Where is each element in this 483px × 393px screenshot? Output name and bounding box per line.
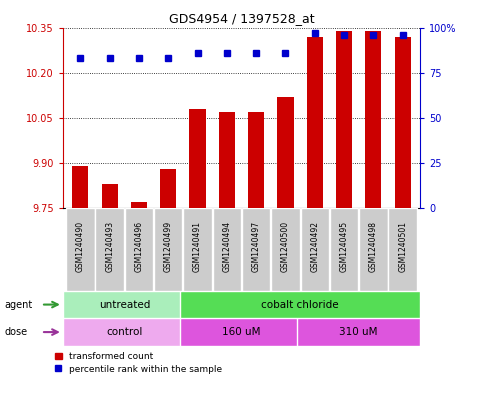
Bar (131, 202, 147, 208)
Bar (72, 166, 88, 208)
Bar (336, 31, 352, 208)
Text: 310 uM: 310 uM (340, 327, 378, 337)
Text: GSM1240493: GSM1240493 (105, 221, 114, 272)
Bar (189, 109, 206, 208)
Text: dose: dose (5, 327, 28, 337)
FancyBboxPatch shape (180, 318, 303, 346)
Text: 160 uM: 160 uM (222, 327, 261, 337)
Text: GSM1240499: GSM1240499 (164, 221, 173, 272)
FancyBboxPatch shape (300, 208, 329, 291)
Bar (248, 112, 264, 208)
FancyBboxPatch shape (330, 208, 358, 291)
FancyBboxPatch shape (63, 291, 186, 318)
Text: GSM1240492: GSM1240492 (310, 221, 319, 272)
FancyBboxPatch shape (359, 208, 387, 291)
Bar (101, 184, 118, 208)
FancyBboxPatch shape (180, 291, 420, 318)
FancyBboxPatch shape (96, 208, 124, 291)
Text: untreated: untreated (99, 299, 150, 310)
Text: GSM1240494: GSM1240494 (222, 221, 231, 272)
Text: GSM1240501: GSM1240501 (398, 221, 407, 272)
FancyBboxPatch shape (125, 208, 153, 291)
Bar (160, 169, 176, 208)
Text: GSM1240498: GSM1240498 (369, 221, 378, 272)
Text: GSM1240490: GSM1240490 (76, 221, 85, 272)
Text: GSM1240491: GSM1240491 (193, 221, 202, 272)
Text: agent: agent (5, 299, 33, 310)
Bar (365, 31, 382, 208)
Bar (219, 112, 235, 208)
FancyBboxPatch shape (66, 208, 95, 291)
Bar (277, 97, 294, 208)
FancyBboxPatch shape (184, 208, 212, 291)
FancyBboxPatch shape (242, 208, 270, 291)
Text: GSM1240496: GSM1240496 (134, 221, 143, 272)
Bar (307, 37, 323, 208)
FancyBboxPatch shape (271, 208, 299, 291)
FancyBboxPatch shape (154, 208, 183, 291)
Text: GSM1240495: GSM1240495 (340, 221, 349, 272)
Legend: transformed count, percentile rank within the sample: transformed count, percentile rank withi… (53, 350, 224, 376)
Text: cobalt chloride: cobalt chloride (261, 299, 339, 310)
Text: GSM1240497: GSM1240497 (252, 221, 261, 272)
Text: GSM1240500: GSM1240500 (281, 221, 290, 272)
FancyBboxPatch shape (213, 208, 241, 291)
Text: control: control (106, 327, 142, 337)
Bar (395, 37, 411, 208)
FancyBboxPatch shape (388, 208, 417, 291)
FancyBboxPatch shape (297, 318, 420, 346)
FancyBboxPatch shape (63, 318, 186, 346)
Text: GDS4954 / 1397528_at: GDS4954 / 1397528_at (169, 12, 314, 25)
